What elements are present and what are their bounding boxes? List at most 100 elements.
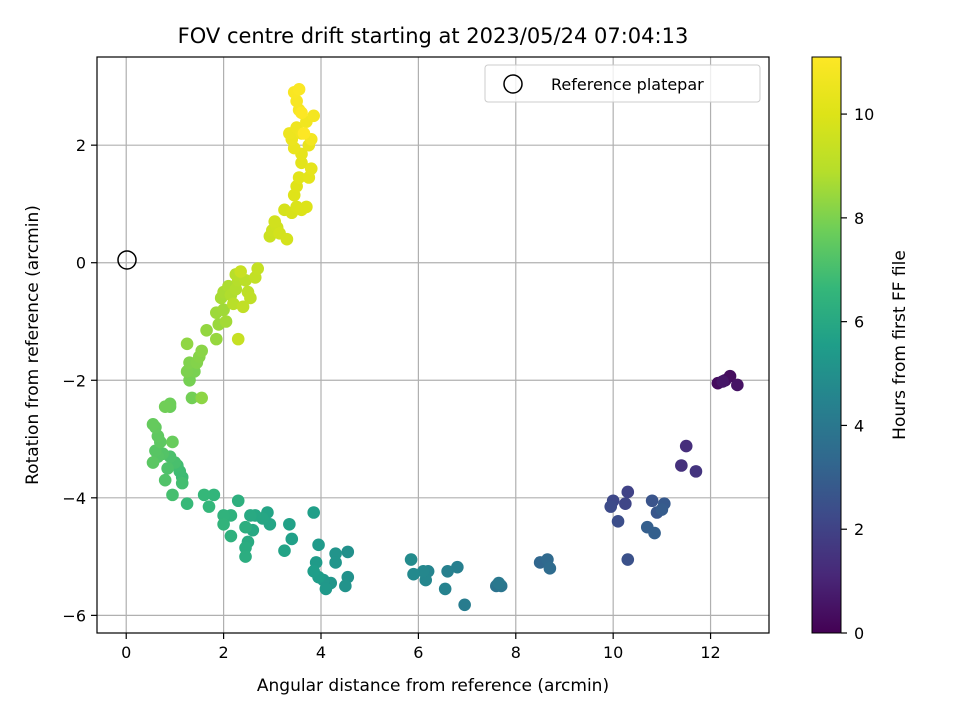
- data-point: [180, 337, 194, 351]
- data-point: [621, 553, 635, 566]
- colorbar-tick-label: 4: [854, 416, 864, 435]
- data-point: [543, 562, 557, 575]
- colorbar-tick-label: 8: [854, 209, 864, 228]
- data-point: [679, 439, 693, 453]
- data-point: [244, 509, 257, 522]
- x-tick-label: 8: [511, 643, 521, 662]
- data-point: [195, 391, 208, 405]
- data-point: [239, 550, 252, 563]
- data-point: [451, 560, 464, 574]
- data-point: [146, 456, 160, 469]
- data-point: [180, 497, 194, 510]
- y-tick-label: −4: [62, 489, 86, 508]
- data-point: [239, 520, 252, 534]
- data-point: [217, 303, 230, 317]
- y-tick-label: −6: [62, 606, 86, 625]
- data-point: [339, 579, 352, 593]
- data-point: [161, 462, 174, 475]
- data-point: [689, 465, 703, 478]
- x-axis-ticks: 0 2 4 6 8 10 12: [121, 633, 721, 662]
- data-point: [492, 576, 506, 590]
- data-point: [175, 476, 189, 490]
- data-point: [195, 344, 208, 358]
- data-point: [217, 517, 230, 531]
- data-point: [200, 324, 213, 337]
- data-point: [197, 488, 211, 502]
- data-point: [292, 171, 306, 184]
- data-point: [300, 200, 313, 214]
- data-point: [166, 435, 179, 449]
- data-point: [227, 297, 240, 311]
- colorbar-tick-label: 0: [854, 624, 864, 643]
- data-point: [648, 526, 661, 540]
- data-point: [231, 332, 245, 346]
- legend-box: [484, 64, 761, 103]
- chart-title: FOV centre drift starting at 2023/05/24 …: [178, 24, 689, 48]
- data-point: [219, 315, 233, 328]
- data-point: [716, 375, 730, 388]
- data-point: [285, 532, 299, 546]
- y-tick-label: 0: [76, 254, 86, 273]
- data-point: [202, 500, 216, 513]
- grid-lines: [97, 57, 769, 633]
- data-point: [304, 162, 318, 175]
- y-axis-label: Rotation from reference (arcmin): [23, 205, 43, 485]
- data-point: [611, 515, 625, 528]
- colorbar: [811, 56, 842, 634]
- data-point: [621, 485, 635, 499]
- y-axis-ticks: −6 −4 −2 0 2: [62, 136, 97, 625]
- data-point: [244, 291, 257, 305]
- data-point: [210, 332, 223, 346]
- data-point: [731, 378, 744, 392]
- colorbar-tick-label: 10: [854, 105, 874, 124]
- data-point: [251, 262, 264, 275]
- data-point: [297, 127, 311, 140]
- data-point: [292, 83, 306, 96]
- data-point: [441, 564, 454, 578]
- data-point: [619, 497, 632, 510]
- data-point: [280, 232, 294, 246]
- data-point: [319, 582, 333, 596]
- data-point: [166, 488, 179, 502]
- data-point: [146, 418, 160, 431]
- data-point: [236, 300, 250, 314]
- x-tick-label: 4: [316, 643, 326, 662]
- data-point: [329, 556, 342, 569]
- legend-entry-reference-platepar: Reference platepar: [551, 75, 704, 94]
- plot-frame: [96, 56, 770, 634]
- data-point: [307, 564, 320, 578]
- data-point: [295, 106, 308, 120]
- data-point: [416, 564, 430, 578]
- colorbar-tick-label: 6: [854, 313, 864, 332]
- colorbar-ticks: 0 2 4 6 8 10: [841, 105, 874, 643]
- data-point: [234, 265, 247, 278]
- data-point: [295, 156, 308, 170]
- data-point: [307, 506, 320, 519]
- data-point: [307, 109, 320, 123]
- colorbar-label: Hours from first FF file: [890, 250, 910, 440]
- data-point: [283, 517, 296, 531]
- x-tick-label: 6: [413, 643, 423, 662]
- data-point: [278, 544, 291, 558]
- data-point: [224, 529, 238, 543]
- data-point: [268, 215, 282, 228]
- data-point: [438, 582, 452, 596]
- data-point: [239, 541, 252, 555]
- data-point: [655, 503, 669, 516]
- data-point: [404, 553, 418, 566]
- data-point: [329, 547, 342, 560]
- data-point: [185, 391, 199, 405]
- data-points: [146, 83, 744, 612]
- data-point: [207, 488, 221, 502]
- x-tick-label: 10: [603, 643, 623, 662]
- data-point: [458, 598, 471, 612]
- y-tick-label: −2: [62, 371, 86, 390]
- data-point: [407, 567, 420, 581]
- y-tick-label: 2: [76, 136, 86, 155]
- data-point: [341, 545, 355, 559]
- x-tick-label: 0: [121, 643, 131, 662]
- x-tick-label: 2: [219, 643, 229, 662]
- data-point: [158, 473, 172, 487]
- reference-platepar-marker: [117, 250, 137, 270]
